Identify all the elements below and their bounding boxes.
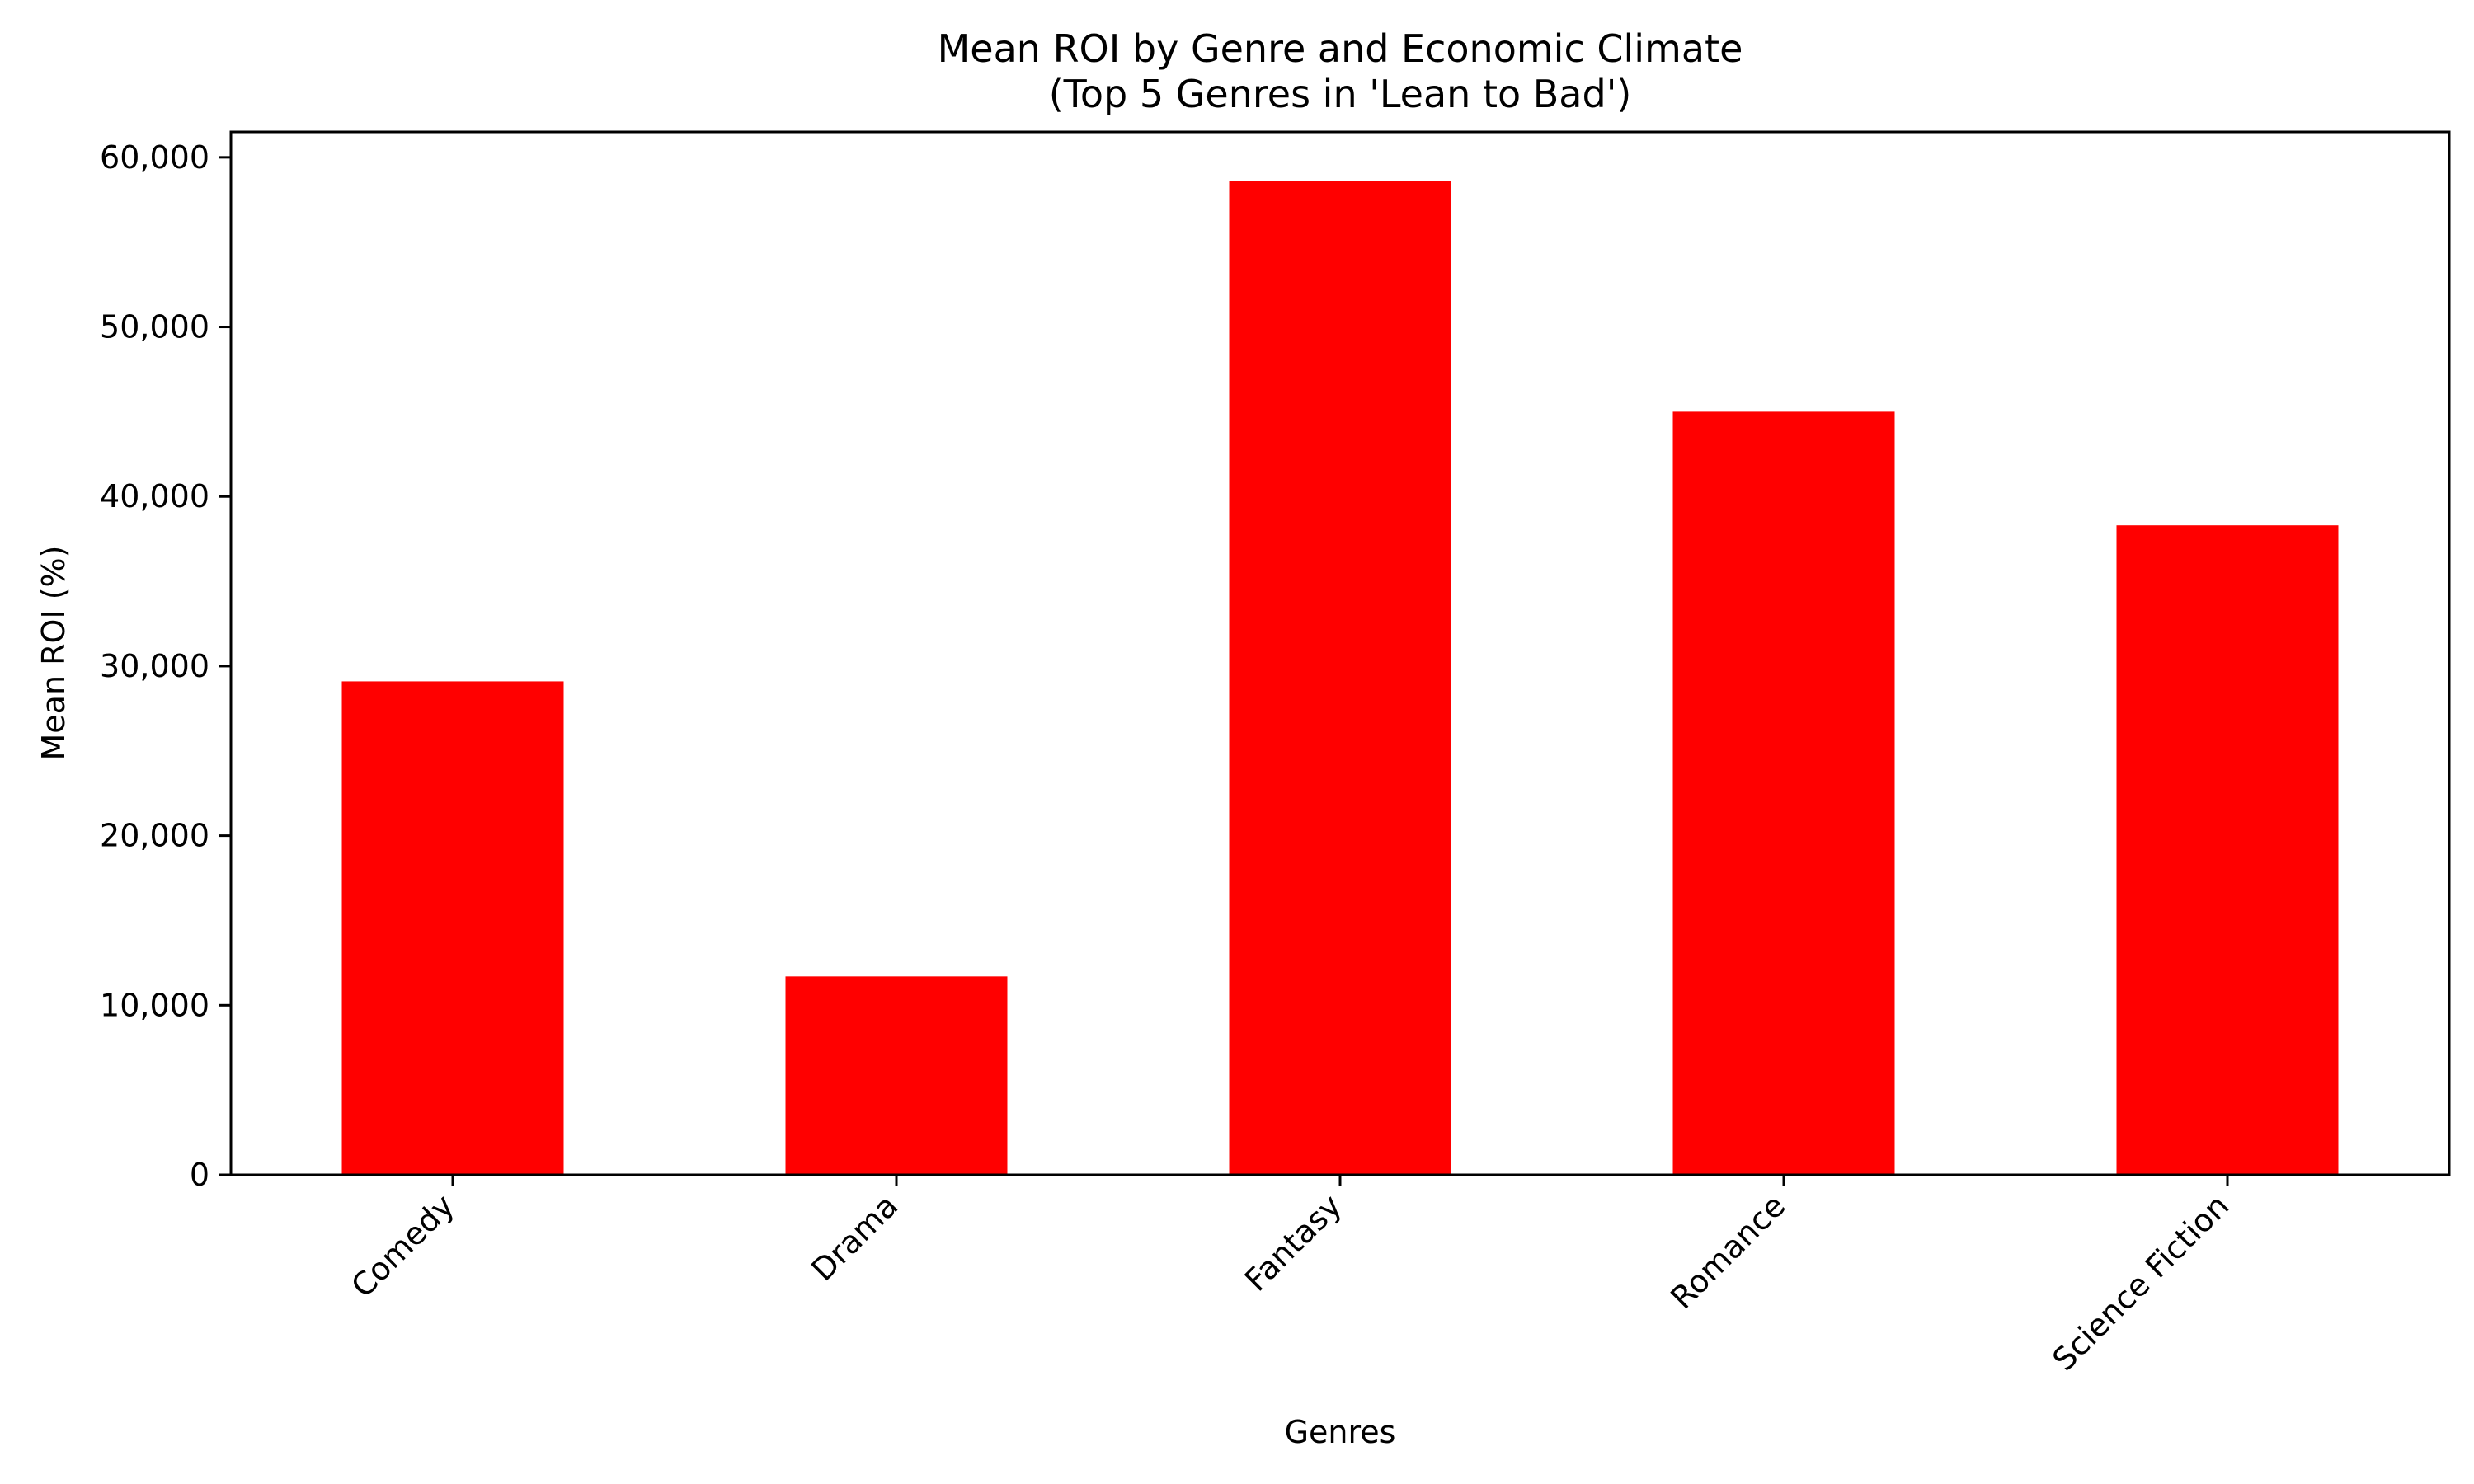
chart-title-line-1: Mean ROI by Genre and Economic Climate xyxy=(938,26,1743,71)
bar-fantasy xyxy=(1229,181,1451,1176)
chart-title-line-2: (Top 5 Genres in 'Lean to Bad') xyxy=(1049,72,1632,116)
y-tick-label: 50,000 xyxy=(100,309,209,345)
bar-romance xyxy=(1672,411,1895,1175)
y-tick-label: 20,000 xyxy=(100,818,209,854)
bar-comedy xyxy=(341,681,564,1175)
bar-drama xyxy=(785,976,1008,1175)
plot-frame xyxy=(229,130,2451,1176)
bar-science-fiction xyxy=(2116,525,2339,1175)
y-tick-label: 0 xyxy=(190,1157,209,1193)
y-axis-label: Mean ROI (%) xyxy=(35,546,72,761)
x-axis-label: Genres xyxy=(1285,1414,1396,1450)
bars-group xyxy=(341,181,2339,1176)
y-tick-label: 10,000 xyxy=(100,987,209,1023)
y-tick-label: 40,000 xyxy=(100,478,209,514)
y-tick-label: 30,000 xyxy=(100,648,209,684)
y-axis-ticks: 0 10,000 20,000 30,000 40,000 50,000 60,000 xyxy=(100,139,231,1193)
y-tick-label: 60,000 xyxy=(100,139,209,176)
